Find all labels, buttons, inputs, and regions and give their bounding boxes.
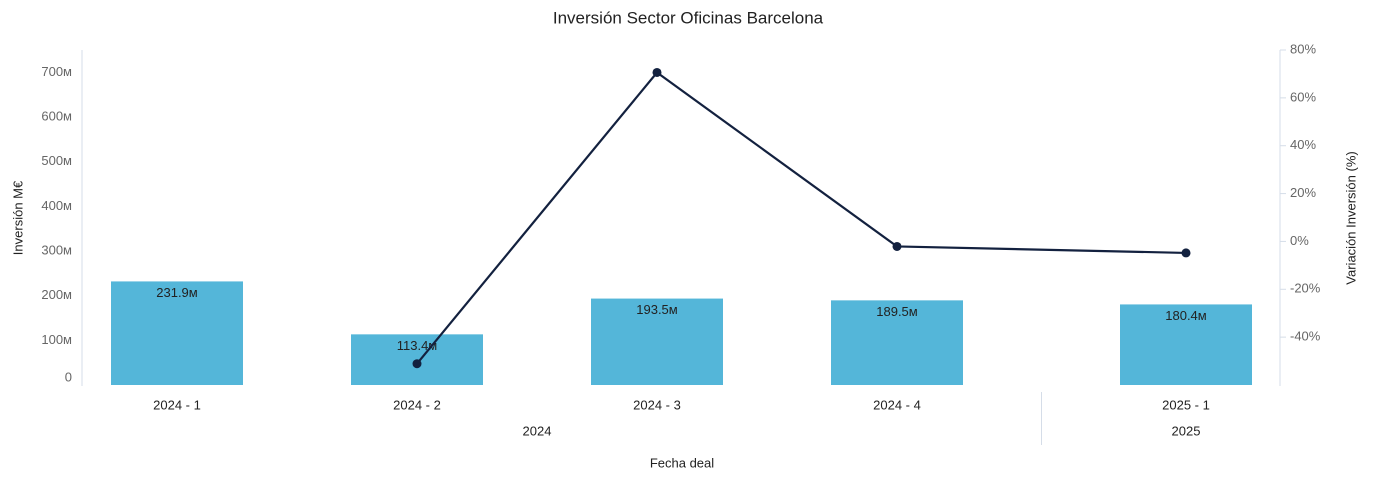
chart-title: Inversión Sector Oficinas Barcelona [553,8,824,27]
bar [831,300,963,385]
x-group-label: 2025 [1172,423,1201,438]
y2-tick-label: 60% [1290,89,1316,104]
bar [1120,304,1252,385]
x-tick-label: 2024 - 1 [153,397,201,412]
bar-value-label: 113.4м [397,338,438,353]
bar-value-label: 231.9м [156,285,198,300]
y-tick-label: 100м [41,332,72,347]
line-point [652,67,662,77]
y2-tick-label: -20% [1290,281,1321,296]
y-tick-label: 300м [41,242,72,257]
line-point [892,241,902,251]
bar [111,281,243,385]
x-axis-title: Fecha deal [650,455,714,470]
y2-tick-label: 20% [1290,185,1316,200]
y-axis-title: Inversión M€ [10,180,25,255]
bar [591,298,723,385]
x-tick-label: 2024 - 2 [393,397,441,412]
y-tick-label: 0 [65,369,72,384]
y-tick-label: 700м [41,64,72,79]
line [416,70,1187,365]
y-tick-label: 500м [41,153,72,168]
y2-tick-label: 40% [1290,137,1316,152]
y2-tick-label: 0% [1290,233,1309,248]
y2-tick-label: -40% [1290,329,1321,344]
bar-value-label: 193.5м [636,302,678,317]
line-point [1181,248,1191,258]
x-tick-label: 2025 - 1 [1162,397,1210,412]
x-group-label: 2024 [523,423,552,438]
y-tick-label: 200м [41,287,72,302]
y2-axis-title: Variación Inversión (%) [1343,151,1358,284]
x-tick-label: 2024 - 4 [873,397,921,412]
line-point [412,359,422,369]
bar-value-label: 189.5м [876,304,918,319]
x-tick-label: 2024 - 3 [633,397,681,412]
y2-tick-label: 80% [1290,41,1316,56]
y-tick-label: 600м [41,108,72,123]
bar-value-label: 180.4м [1165,308,1207,323]
y-tick-label: 400м [41,198,72,213]
